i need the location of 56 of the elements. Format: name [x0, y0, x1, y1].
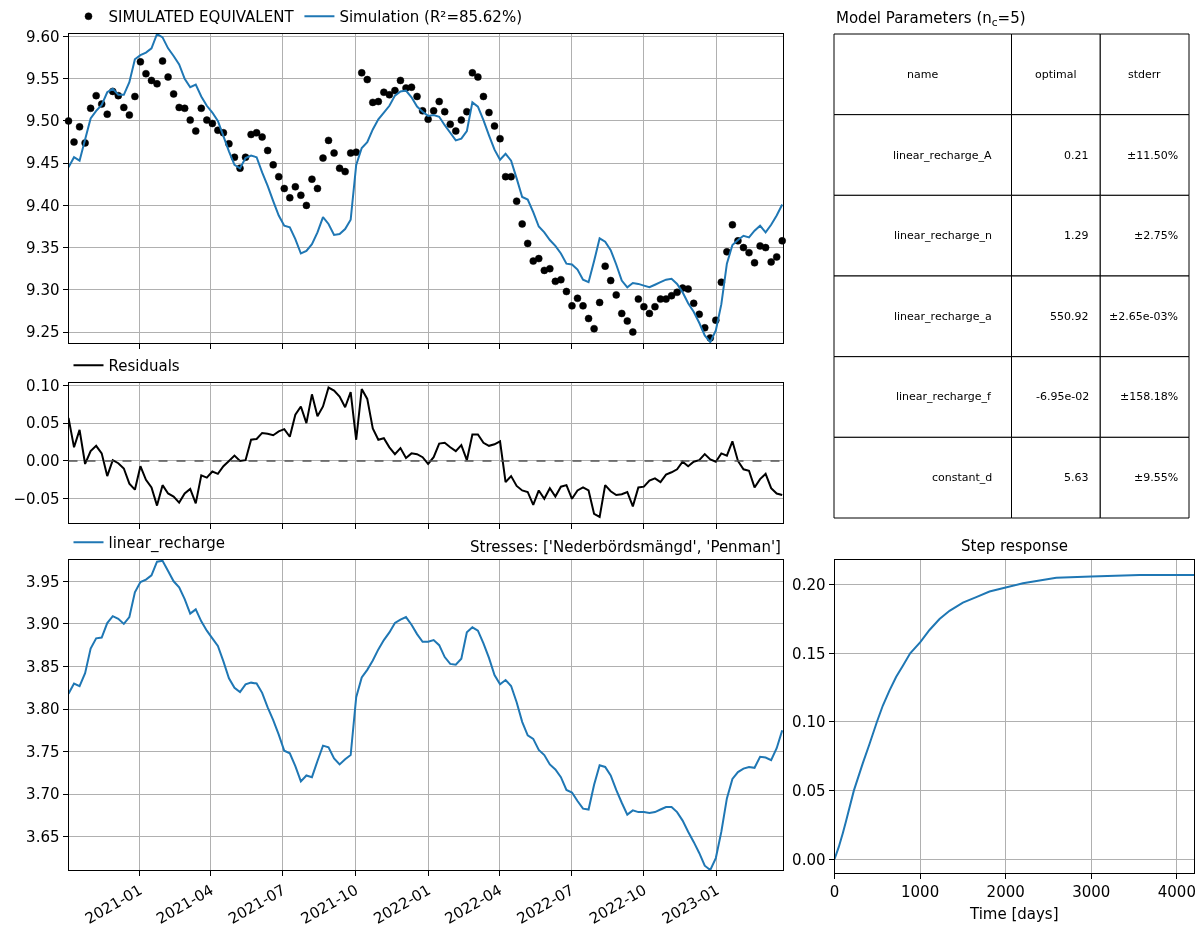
text: linear_recharge_a [894, 310, 992, 323]
text: 0.21 [1064, 149, 1089, 162]
y-tick-label: 0.00 [26, 452, 60, 471]
text: linear_recharge_n [894, 229, 992, 242]
x-tick-label: 3000 [1072, 883, 1111, 901]
text: constant_d [932, 471, 993, 484]
text: 1.29 [1064, 229, 1089, 242]
legend-label: Simulation (R²=85.62%) [339, 8, 523, 27]
y-tick-label: 9.40 [26, 196, 60, 215]
y-tick-label: 3.85 [26, 657, 60, 676]
text: ±11.50% [1127, 149, 1179, 162]
legend-label: Residuals [108, 357, 180, 376]
y-tick-label: 0.10 [792, 713, 826, 732]
text: ±158.18% [1120, 390, 1179, 403]
x-tick-label: 1000 [901, 883, 940, 901]
text: Model Parameters (n$_{c}$=5) [836, 9, 1026, 29]
x-tick-label: 2000 [986, 883, 1025, 901]
legend-label: linear_recharge [108, 534, 226, 554]
y-tick-label: 3.95 [26, 572, 60, 591]
text: 5.63 [1064, 471, 1089, 484]
text: ±9.55% [1134, 471, 1179, 484]
y-tick-label: 0.15 [792, 644, 826, 663]
category-label: stderr [1128, 68, 1162, 81]
y-tick-label: 0.10 [26, 376, 60, 395]
text: Stresses: ['Nederbördsmängd', 'Penman'] [470, 538, 781, 556]
y-tick-label: 0.00 [792, 850, 826, 869]
legend-label: SIMULATED EQUIVALENT [108, 8, 295, 27]
y-tick-label: 9.45 [26, 154, 60, 173]
y-tick-label: 3.90 [26, 615, 60, 634]
y-tick-label: 9.55 [26, 70, 60, 88]
text: -6.95e-02 [1036, 390, 1090, 403]
text: 550.92 [1050, 310, 1089, 323]
y-tick-label: 9.60 [26, 27, 60, 46]
y-tick-label: 9.30 [26, 281, 60, 300]
x-axis-title: Time [days] [968, 905, 1059, 923]
y-tick-label: 9.50 [26, 112, 60, 131]
y-tick-label: 9.25 [26, 323, 60, 342]
category-label: optimal [1035, 68, 1077, 81]
x-tick-label: 4000 [1157, 883, 1196, 901]
chart-title: Step response [961, 537, 1069, 555]
category-label: name [907, 68, 939, 81]
y-tick-label: −0.05 [13, 490, 60, 509]
text: ±2.65e-03% [1109, 310, 1178, 323]
text: linear_recharge_A [893, 149, 992, 162]
y-tick-label: 0.05 [26, 414, 60, 433]
text: ±2.75% [1134, 229, 1179, 242]
y-tick-label: 3.70 [26, 785, 60, 804]
y-tick-label: 3.80 [26, 700, 60, 719]
text: linear_recharge_f [896, 390, 991, 403]
y-tick-label: 9.35 [26, 238, 60, 257]
y-tick-label: 0.05 [792, 781, 826, 800]
line-series [834, 574, 1194, 861]
y-tick-label: 3.65 [26, 828, 60, 847]
x-tick-label: 0 [829, 883, 840, 901]
y-tick-label: 3.75 [26, 742, 60, 761]
y-tick-label: 0.20 [792, 575, 826, 594]
